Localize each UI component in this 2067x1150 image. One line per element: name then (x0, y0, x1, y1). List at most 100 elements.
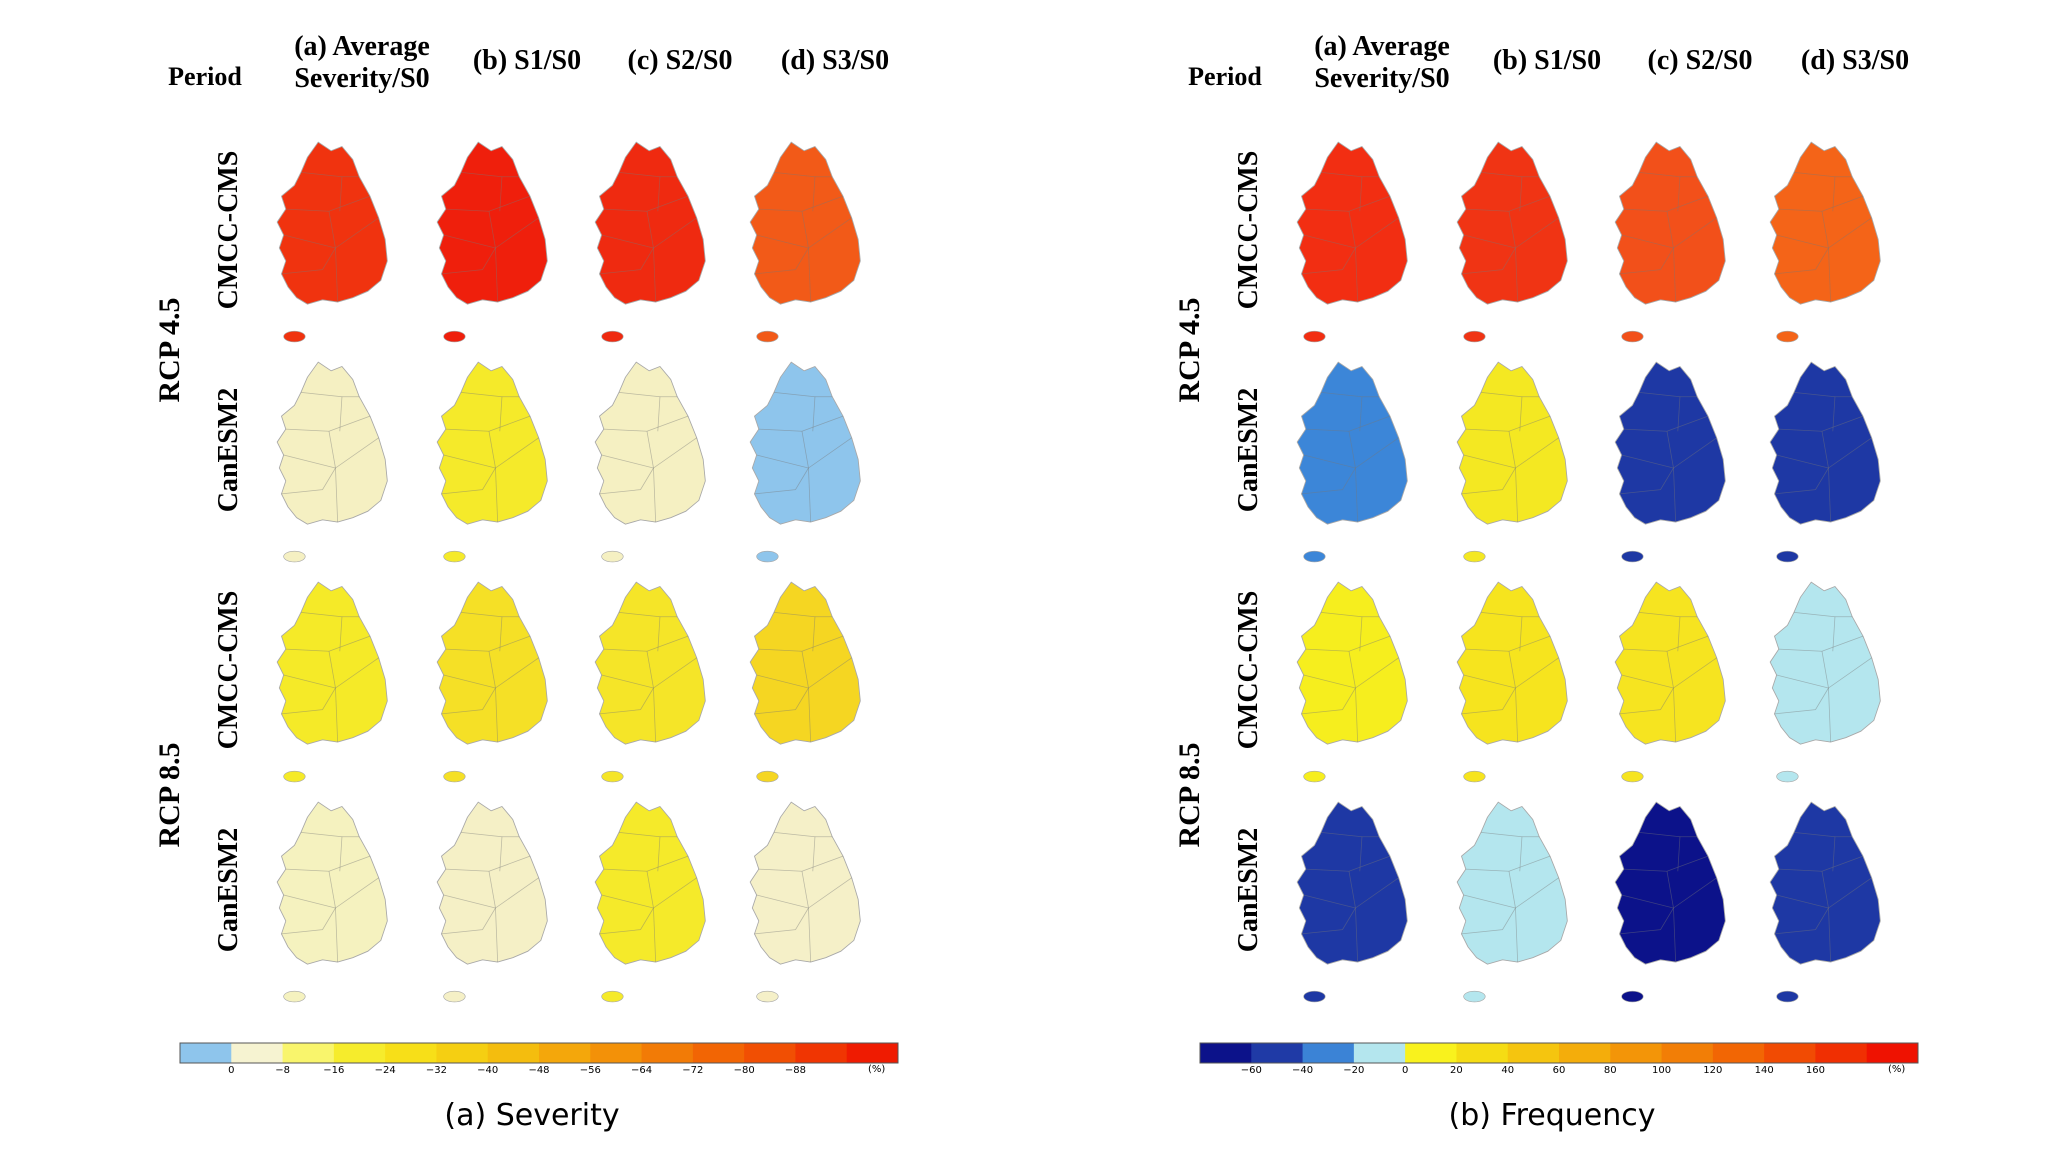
frequency-map-boundary (1301, 247, 1356, 275)
severity-colorbar-swatch (436, 1043, 489, 1063)
frequency-colorbar-tick: 140 (1754, 1065, 1774, 1076)
frequency-map-boundary (1519, 176, 1523, 212)
severity-map-boundary (443, 894, 499, 963)
severity-map-boundary (283, 894, 339, 963)
severity-map-mainland (594, 801, 706, 965)
frequency-map-boundary (1463, 674, 1519, 743)
severity-map-island (443, 990, 466, 1003)
frequency-map-boundary (1305, 415, 1391, 432)
frequency-colorbar-swatch (1507, 1043, 1560, 1063)
frequency-colorbar-swatch (1712, 1043, 1765, 1063)
frequency-map-island (1621, 770, 1644, 783)
frequency-map-boundary (1793, 832, 1853, 838)
severity-map-boundary (773, 392, 833, 398)
severity-colorbar-swatch (282, 1043, 335, 1063)
frequency-colorbar-tick: 0 (1401, 1065, 1409, 1076)
frequency-colorbar-tick: 100 (1652, 1065, 1672, 1076)
severity-map-boundary (328, 871, 379, 909)
severity-map-boundary (601, 234, 657, 303)
frequency-map-mainland (1296, 581, 1408, 745)
frequency-map-boundary (1320, 172, 1380, 178)
severity-map-boundary (300, 832, 360, 838)
severity-map-boundary (812, 836, 816, 872)
frequency-map-boundary (1677, 176, 1681, 212)
severity-map-r4-c1 (276, 801, 388, 1003)
severity-map-island (756, 990, 779, 1003)
frequency-map-boundary (1348, 431, 1399, 469)
severity-map-boundary (445, 195, 531, 212)
frequency-panel: Period (a) Average Severity/S0 (b) S1/S0… (1020, 0, 2054, 1150)
frequency-colorbar-tick: 120 (1703, 1065, 1723, 1076)
frequency-colorbar-tick: 20 (1450, 1065, 1463, 1076)
frequency-map-r4-c2 (1456, 801, 1568, 1003)
severity-map-boundary (646, 431, 697, 469)
column-header-d: (d) S3/S0 (1800, 45, 1910, 76)
severity-map-boundary (657, 616, 661, 652)
severity-colorbar-tick: −48 (528, 1065, 550, 1076)
frequency-map-boundary (1519, 836, 1523, 872)
severity-map-boundary (499, 836, 503, 872)
severity-map-boundary (599, 247, 654, 275)
frequency-map-boundary (1666, 871, 1717, 909)
frequency-map-boundary (1776, 234, 1832, 303)
frequency-map-boundary (1301, 467, 1356, 495)
severity-map-r2-c4 (749, 361, 861, 563)
severity-map-boundary (460, 832, 520, 838)
frequency-colorbar-swatch (1456, 1043, 1509, 1063)
frequency-map-boundary (1305, 855, 1391, 872)
severity-map-boundary (754, 247, 809, 275)
severity-map-r4-c4 (749, 801, 861, 1003)
severity-map-boundary (300, 172, 360, 178)
severity-colorbar-tick: −64 (631, 1065, 653, 1076)
frequency-map-island (1463, 550, 1486, 563)
severity-colorbar-swatch (744, 1043, 796, 1063)
frequency-colorbar-swatch (1610, 1043, 1663, 1063)
frequency-map-boundary (1463, 454, 1519, 523)
severity-map-boundary (441, 907, 496, 935)
frequency-map-boundary (1508, 651, 1559, 689)
severity-colorbar-frame (179, 1042, 899, 1064)
severity-map-boundary (283, 454, 339, 523)
severity-map-island (756, 550, 779, 563)
frequency-map-boundary (1320, 832, 1380, 838)
frequency-map-boundary (1480, 832, 1540, 838)
severity-map-mainland (276, 361, 388, 525)
severity-map-boundary (601, 894, 657, 963)
frequency-map-mainland (1456, 361, 1568, 525)
severity-colorbar-swatch (692, 1043, 745, 1063)
frequency-map-boundary (1621, 234, 1677, 303)
severity-map-r2-c1 (276, 361, 388, 563)
frequency-map-boundary (1463, 894, 1519, 963)
severity-map-boundary (443, 234, 499, 303)
frequency-map-boundary (1621, 674, 1677, 743)
severity-colorbar-swatch (385, 1043, 437, 1063)
severity-map-boundary (285, 855, 371, 872)
frequency-map-island (1303, 770, 1326, 783)
frequency-map-island (1621, 330, 1644, 343)
severity-map-island (601, 990, 624, 1003)
severity-map-island (756, 330, 779, 343)
frequency-map-mainland (1614, 581, 1726, 745)
frequency-map-boundary (1480, 172, 1540, 178)
severity-map-boundary (646, 651, 697, 689)
frequency-map-boundary (1301, 687, 1356, 715)
frequency-map-boundary (1774, 687, 1829, 715)
frequency-map-boundary (1303, 234, 1359, 303)
severity-colorbar-tick: −32 (425, 1065, 447, 1076)
severity-map-boundary (283, 674, 339, 743)
severity-map-mainland (436, 361, 548, 525)
frequency-map-island (1303, 990, 1326, 1003)
frequency-map-boundary (1619, 247, 1674, 275)
frequency-map-boundary (1638, 832, 1698, 838)
severity-map-mainland (594, 141, 706, 305)
severity-map-island (601, 770, 624, 783)
frequency-colorbar-swatch (1405, 1043, 1457, 1063)
frequency-map-boundary (1776, 674, 1832, 743)
frequency-map-island (1776, 330, 1799, 343)
severity-map-boundary (328, 651, 379, 689)
frequency-map-r4-c3 (1614, 801, 1726, 1003)
severity-map-mainland (276, 581, 388, 745)
frequency-map-r3-c2 (1456, 581, 1568, 783)
severity-colorbar-tick: −40 (477, 1065, 499, 1076)
severity-colorbar-swatch (641, 1043, 694, 1063)
